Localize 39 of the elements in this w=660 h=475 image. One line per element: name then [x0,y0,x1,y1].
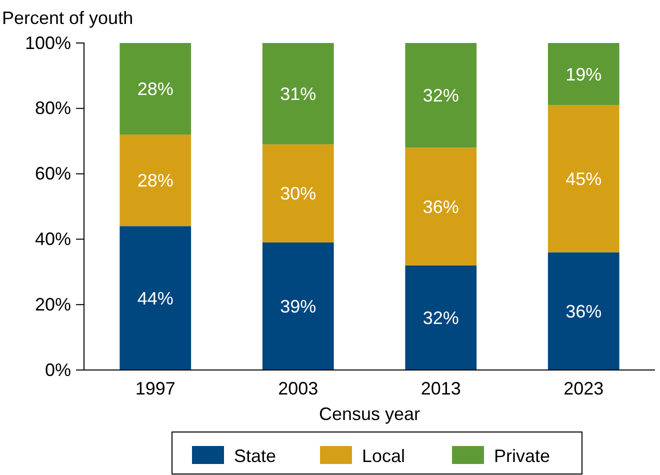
y-tick-label: 80% [34,98,71,118]
bar [262,144,334,242]
bar [120,226,192,370]
x-tick-label: 1997 [135,378,176,399]
data-label: 39% [280,296,316,317]
data-label: 30% [280,184,316,204]
x-tick-label: 2023 [564,378,604,399]
y-tick-label: 100% [24,32,71,53]
bar [405,148,477,266]
y-axis-title: Percent of youth [2,8,134,28]
data-label: 19% [566,64,602,84]
y-tick-label: 20% [34,294,71,314]
x-tick-label: 2013 [420,378,461,399]
bar [548,252,620,370]
data-label: 31% [280,84,316,104]
y-tick-label: 40% [34,228,71,249]
bar [405,265,477,370]
bar [120,134,192,226]
y-tick-label: 60% [34,164,71,184]
bar [548,105,620,252]
data-label: 44% [137,288,174,308]
bar [262,43,334,144]
data-label: 36% [422,196,459,217]
data-label: 45% [566,169,602,190]
data-label: 32% [422,308,459,328]
data-label: 36% [566,301,602,322]
legend-label: Local [362,446,406,466]
data-label: 28% [137,79,174,100]
bar [548,43,620,106]
bar [405,43,477,148]
x-axis-title: Census year [318,404,420,424]
bar [120,43,192,135]
y-tick-label: 0% [44,360,71,380]
data-label: 32% [422,86,459,106]
legend-label: State [234,446,276,466]
legend-label: Private [494,446,550,466]
data-label: 28% [137,170,174,191]
x-tick-label: 2003 [278,378,318,399]
bar [262,242,334,370]
